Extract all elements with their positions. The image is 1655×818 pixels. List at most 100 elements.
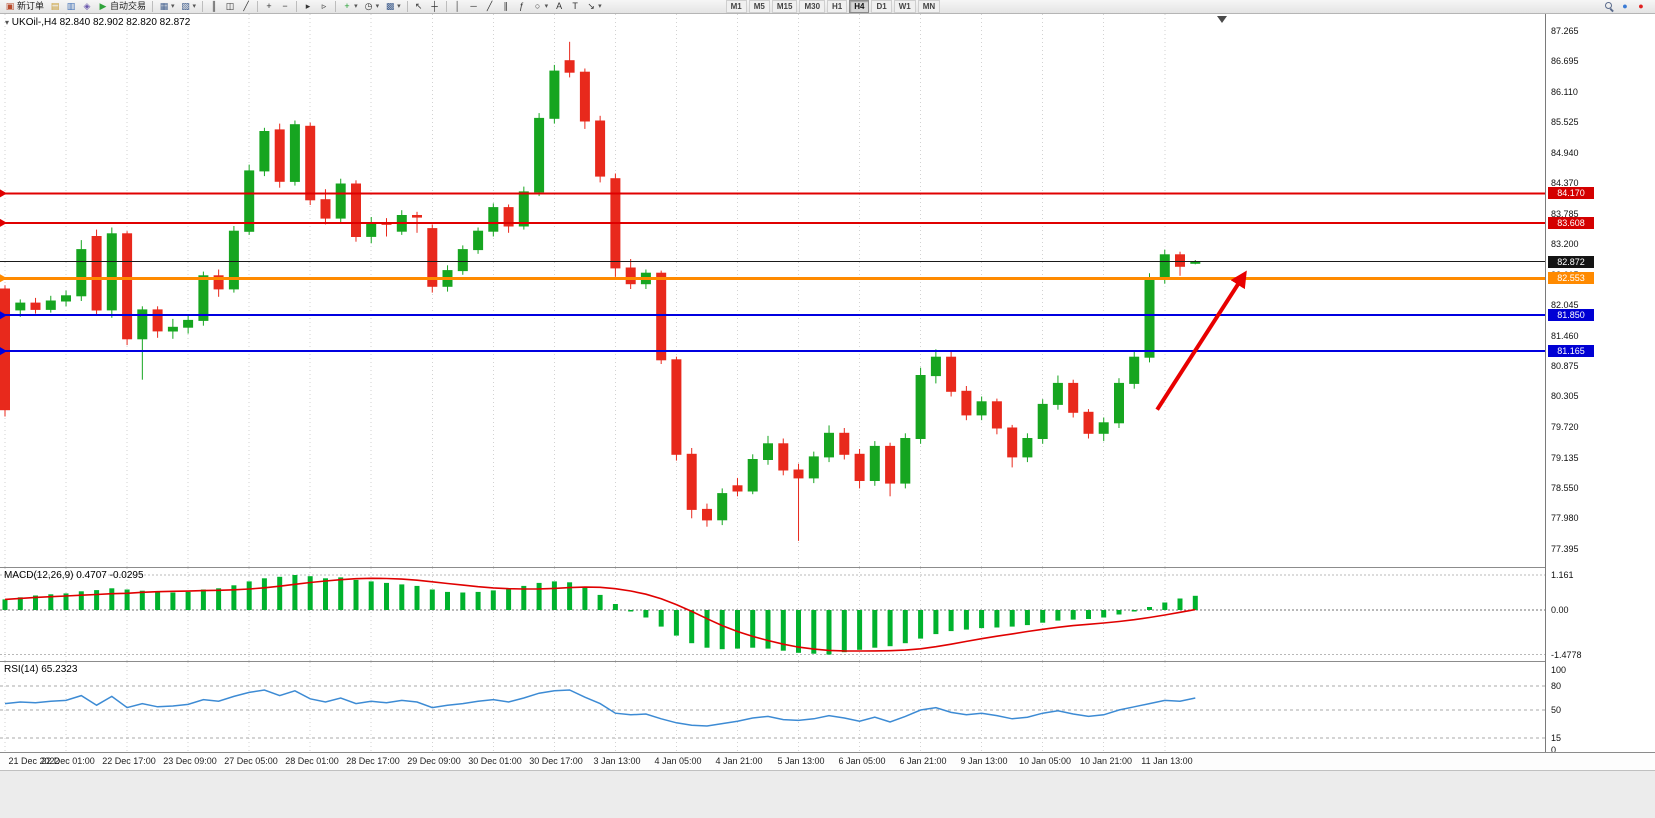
timeframe-m1-button[interactable]: M1 [725, 0, 747, 13]
toolbar-separator [152, 1, 154, 12]
new-order-button[interactable]: ▣ 新订单 [2, 0, 47, 13]
community-button[interactable]: ● [1617, 0, 1633, 13]
rsi-line [4, 689, 1196, 727]
autotrading-button[interactable]: ▶ 自动交易 [95, 0, 149, 13]
shapes-button[interactable]: ○ ▾ [530, 0, 552, 13]
toolbar-separator [445, 1, 447, 12]
time-axis-label: 5 Jan 13:00 [777, 756, 825, 766]
line-chart-icon: ╱ [243, 1, 249, 11]
main-chart-canvas[interactable] [0, 14, 1545, 568]
panel-separator[interactable] [0, 661, 1655, 662]
auto-scroll-icon: ▸ [305, 1, 311, 11]
toolbar-separator [406, 1, 408, 12]
auto-scroll-button[interactable]: ▸ [300, 0, 316, 13]
one-click-trading-toggle-icon[interactable]: ▾ [5, 18, 10, 27]
price-axis[interactable]: 87.265 86.695 86.110 85.525 84.940 84.370 83.7… [1545, 14, 1655, 755]
time-axis-label: 30 Dec 01:00 [468, 756, 522, 766]
vertical-line-button[interactable]: │ [450, 0, 466, 13]
bar-chart-icon: ║ [210, 1, 218, 11]
chevron-down-icon: ▾ [171, 3, 175, 10]
chevron-down-icon: ▾ [375, 3, 380, 10]
time-axis-label: 22 Dec 01:00 [41, 756, 95, 766]
timeframe-w1-button[interactable]: W1 [893, 0, 916, 13]
line-chart-button[interactable]: ╱ [238, 0, 254, 13]
navigator-icon: ◈ [83, 1, 91, 11]
zoom-out-button[interactable]: − [277, 0, 293, 13]
toolbar-separator [202, 1, 204, 12]
new-chart-button[interactable]: ▦ ▾ [156, 0, 178, 13]
price-tick-label: 84.370 [1551, 178, 1579, 188]
arrows-button[interactable]: ↘ ▾ [583, 0, 605, 13]
indicators-button[interactable]: + ▾ [339, 0, 361, 13]
macd-tick-label: 1.161 [1551, 570, 1574, 580]
record-button[interactable]: ● [1633, 0, 1649, 13]
rsi-tick-label: 80 [1551, 681, 1562, 691]
navigator-button[interactable]: ◈ [79, 0, 95, 13]
rsi-tick-label: 50 [1551, 705, 1562, 715]
price-tick-label: 77.395 [1551, 544, 1579, 554]
crosshair-icon: ┼ [431, 1, 438, 11]
price-tick-label: 83.785 [1551, 209, 1579, 219]
price-tick-label: 77.980 [1551, 513, 1579, 523]
text-icon: A [556, 1, 563, 11]
toolbar-separator [296, 1, 298, 12]
price-tick-label: 82.045 [1551, 300, 1579, 310]
fibonacci-button[interactable]: ƒ [514, 0, 530, 13]
bar-chart-button[interactable]: ║ [206, 0, 222, 13]
chart-shift-marker[interactable] [1217, 16, 1227, 23]
search-button[interactable] [1601, 0, 1617, 13]
time-axis-label: 3 Jan 13:00 [593, 756, 641, 766]
horizontal-line-button[interactable]: ─ [466, 0, 482, 13]
price-badge: 84.170 [1548, 187, 1594, 199]
time-axis-label: 6 Jan 05:00 [838, 756, 886, 766]
trendline-button[interactable]: ╱ [482, 0, 498, 13]
channel-button[interactable]: ∥ [498, 0, 514, 13]
time-axis[interactable]: 21 Dec 2022 22 Dec 01:00 22 Dec 17:00 23 De… [0, 752, 1655, 770]
new-chart-icon: ▦ [159, 1, 169, 11]
candle-chart-button[interactable]: ◫ [222, 0, 238, 13]
trend-arrow-annotation[interactable] [1155, 270, 1247, 411]
time-axis-label: 9 Jan 13:00 [960, 756, 1008, 766]
zoom-in-button[interactable]: + [261, 0, 277, 13]
text-button[interactable]: A [551, 0, 567, 13]
price-tick-label: 78.550 [1551, 483, 1579, 493]
periods-button[interactable]: ◷ ▾ [361, 0, 383, 13]
cursor-button[interactable]: ↖ [411, 0, 427, 13]
timeframe-h1-button[interactable]: H1 [827, 0, 848, 13]
timeframe-h4-button[interactable]: H4 [849, 0, 870, 13]
rsi-canvas[interactable] [0, 662, 1545, 752]
price-tick-label: 79.135 [1551, 453, 1579, 463]
macd-tick-label: 0.00 [1551, 605, 1569, 615]
macd-signal-line [4, 577, 1196, 652]
profiles-button[interactable]: ▧ ▾ [178, 0, 200, 13]
autotrading-button-label: 自动交易 [110, 1, 147, 11]
timeframe-m30-button[interactable]: M30 [799, 0, 826, 13]
text-label-button[interactable]: T [567, 0, 583, 13]
price-tick-label: 80.875 [1551, 361, 1579, 371]
price-tick-label: 83.200 [1551, 239, 1579, 249]
time-axis-label: 28 Dec 17:00 [346, 756, 400, 766]
timeframe-d1-button[interactable]: D1 [871, 0, 892, 13]
rsi-tick-label: 15 [1551, 733, 1562, 743]
timeframe-mn-button[interactable]: MN [917, 0, 941, 13]
profiles-icon: ▧ [181, 1, 190, 11]
price-badge: 81.165 [1548, 345, 1594, 357]
time-axis-label: 10 Jan 21:00 [1079, 756, 1133, 766]
templates-button[interactable]: ▩ ▾ [382, 0, 404, 13]
data-window-button[interactable]: ▥ [63, 0, 79, 13]
toolbar-right-group: ● ● [1601, 0, 1649, 13]
chart-shift-button[interactable]: ▹ [316, 0, 332, 13]
timeframe-m5-button[interactable]: M5 [748, 0, 770, 13]
community-icon: ● [1622, 1, 1628, 11]
market-watch-button[interactable]: ▤ [47, 0, 63, 13]
vertical-line-icon: │ [454, 1, 461, 11]
time-axis-label: 30 Dec 17:00 [529, 756, 583, 766]
timeframe-m15-button[interactable]: M15 [771, 0, 798, 13]
panel-separator[interactable] [0, 567, 1655, 568]
market-watch-icon: ▤ [50, 1, 60, 11]
time-axis-label: 11 Jan 13:00 [1141, 756, 1193, 766]
time-axis-label: 10 Jan 05:00 [1018, 756, 1072, 766]
crosshair-button[interactable]: ┼ [427, 0, 443, 13]
macd-canvas[interactable] [0, 568, 1545, 661]
